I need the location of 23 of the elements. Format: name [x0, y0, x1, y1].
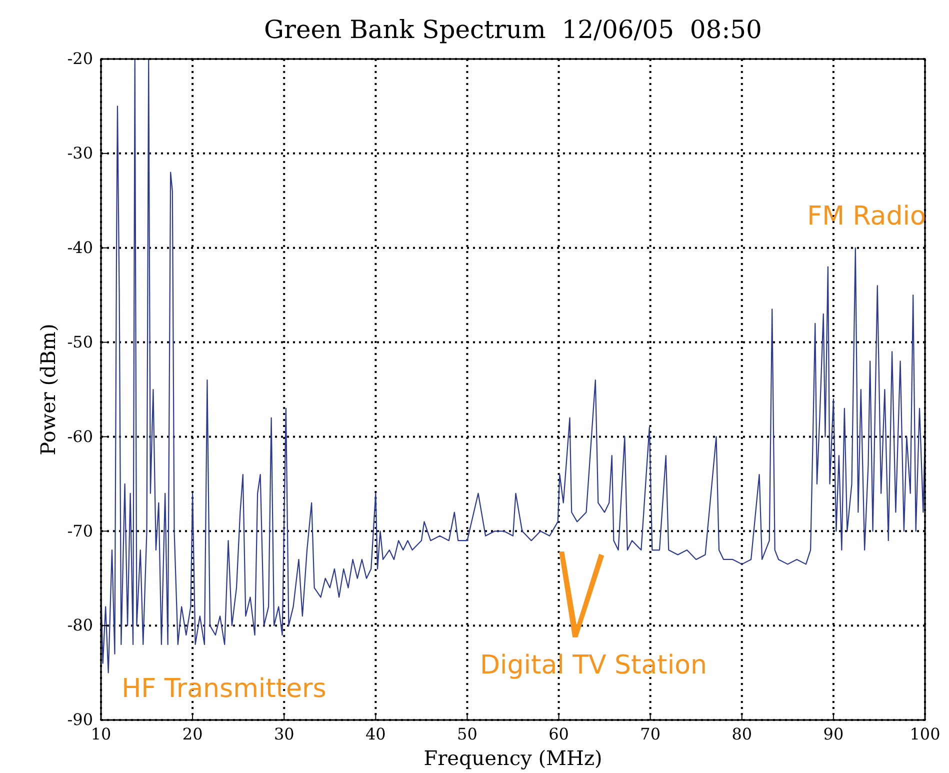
x-tick-label: 30: [274, 724, 294, 744]
y-tick-label: -40: [67, 238, 93, 257]
x-tick-label: 60: [548, 724, 569, 744]
x-axis-title: Frequency (MHz): [424, 746, 602, 770]
y-tick-label: -70: [67, 521, 93, 540]
x-tick-label: 80: [732, 724, 752, 744]
chart-title: Green Bank Spectrum 12/06/05 08:50: [264, 15, 762, 44]
annotation: Digital TV Station: [480, 650, 708, 681]
x-tick-label: 40: [365, 724, 386, 744]
y-axis-title: Power (dBm): [36, 324, 60, 456]
x-tick-label: 20: [182, 724, 203, 744]
y-tick-label: -90: [67, 710, 93, 730]
x-tick-label: 10: [90, 724, 112, 744]
y-tick-label: -20: [67, 49, 93, 68]
x-tick-label: 70: [640, 724, 661, 744]
x-tick-label: 100: [910, 724, 940, 744]
x-tick-label: 50: [457, 724, 478, 744]
annotation: HF Transmitters: [122, 674, 326, 704]
y-tick-label: -30: [67, 144, 93, 163]
x-tick-label: 90: [823, 724, 844, 744]
y-tick-label: -50: [67, 332, 93, 352]
y-tick-label: -80: [67, 616, 93, 635]
y-tick-label: -60: [67, 426, 93, 446]
